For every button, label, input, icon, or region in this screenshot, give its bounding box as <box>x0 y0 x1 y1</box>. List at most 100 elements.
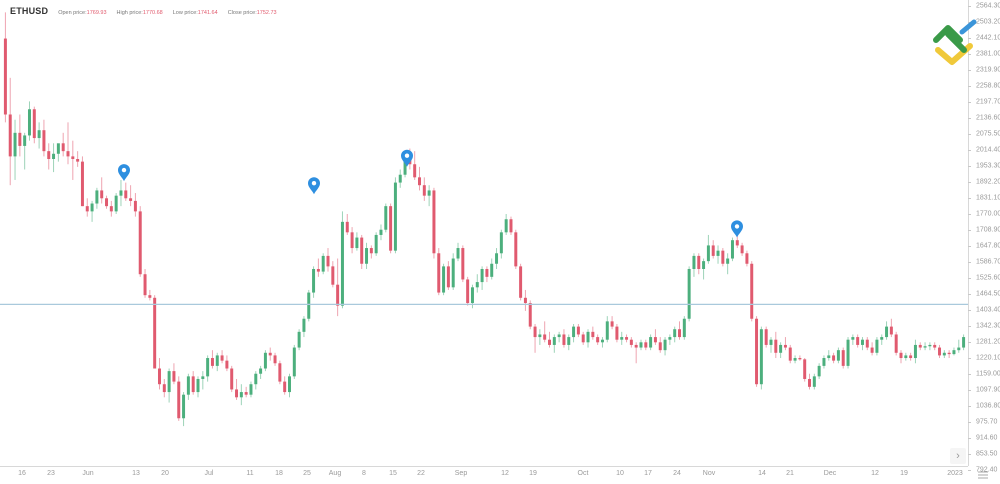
candle <box>287 373 291 398</box>
candle <box>673 326 677 343</box>
candle <box>148 289 152 301</box>
candle <box>909 352 913 361</box>
candle <box>596 334 600 345</box>
candle <box>783 337 787 351</box>
candle <box>379 224 383 241</box>
candle <box>957 339 961 353</box>
y-tick <box>968 374 971 375</box>
x-tick-label: 16 <box>18 470 26 477</box>
chart-header: ETHUSD Open price:1769.93 High price:177… <box>10 6 277 16</box>
y-tick-label: 1159.00 <box>976 370 1000 378</box>
candle <box>432 187 436 259</box>
candle <box>442 263 446 296</box>
candle <box>692 253 696 277</box>
y-tick <box>968 230 971 231</box>
symbol-name: ETHUSD <box>10 6 49 16</box>
candle <box>85 198 89 217</box>
y-tick-label: 2014.40 <box>976 146 1000 154</box>
scroll-right-button[interactable]: › <box>950 448 966 464</box>
candle <box>625 334 629 343</box>
candle <box>572 323 576 343</box>
x-tick-label: 20 <box>161 470 169 477</box>
candlestick-plot[interactable] <box>0 0 968 466</box>
candle <box>365 242 369 269</box>
candle <box>586 329 590 348</box>
candle <box>278 360 282 385</box>
candle <box>254 371 258 390</box>
x-tick-label: 10 <box>616 470 624 477</box>
candle <box>913 339 917 364</box>
y-tick <box>968 358 971 359</box>
candle <box>157 358 161 390</box>
candle <box>928 342 932 351</box>
y-tick <box>968 470 971 471</box>
x-tick-label: 14 <box>758 470 766 477</box>
x-tick-label: 8 <box>362 470 366 477</box>
map-pin-marker-icon[interactable] <box>308 177 320 195</box>
map-pin-marker-icon[interactable] <box>401 149 413 167</box>
map-pin-marker-icon[interactable] <box>118 164 130 182</box>
y-tick-label: 1036.80 <box>976 402 1000 410</box>
close-price-label: Close price: <box>227 10 257 16</box>
candle <box>605 316 609 343</box>
candle <box>567 334 571 351</box>
x-tick-label: 25 <box>303 470 311 477</box>
candle <box>239 384 243 406</box>
y-tick <box>968 262 971 263</box>
candle <box>273 352 277 366</box>
candle <box>947 350 951 359</box>
map-pin-marker-icon[interactable] <box>731 220 743 238</box>
candle <box>201 371 205 390</box>
candle <box>716 245 720 264</box>
y-tick <box>968 406 971 407</box>
candle <box>360 234 364 269</box>
candle <box>297 329 301 351</box>
candle <box>249 381 253 398</box>
time-axis[interactable]: 16 23 Jun 13 20 Jul 11 18 25 Aug 8 15 22 Sep 12 19 Oct 10… <box>0 466 968 484</box>
y-tick-label: 1831.10 <box>976 194 1000 202</box>
y-tick <box>968 198 971 199</box>
price-axis[interactable]: 2564.30 2503.20 2442.10 2381.00 2319.90 2258.… <box>968 0 1000 474</box>
candle <box>735 234 739 249</box>
candle <box>952 347 956 356</box>
candle <box>210 350 214 369</box>
candle <box>167 368 171 403</box>
y-tick <box>968 118 971 119</box>
axis-settings-icon[interactable] <box>976 469 990 481</box>
y-tick <box>968 294 971 295</box>
candle <box>827 350 831 361</box>
candle <box>552 334 556 353</box>
candle <box>885 321 889 340</box>
candle <box>832 352 836 364</box>
candle <box>196 376 200 398</box>
candle <box>755 316 759 387</box>
high-price-label: High price: <box>116 10 143 16</box>
candle <box>938 344 942 359</box>
candle <box>124 182 128 201</box>
candle <box>61 132 65 157</box>
candle <box>663 337 667 356</box>
candle <box>235 378 239 400</box>
candle <box>581 331 585 345</box>
candle <box>880 334 884 345</box>
candle <box>504 214 508 235</box>
y-tick-label: 914.60 <box>976 434 998 442</box>
candle <box>798 355 802 361</box>
y-tick-label: 1281.20 <box>976 338 1000 346</box>
candle <box>220 350 224 364</box>
candle <box>326 248 330 272</box>
x-tick-label: 2023 <box>947 470 963 477</box>
y-tick-label: 2442.10 <box>976 34 1000 42</box>
candle <box>119 179 123 207</box>
y-tick <box>968 166 971 167</box>
y-tick-label: 1647.80 <box>976 242 1000 250</box>
y-tick-label: 1464.50 <box>976 290 1000 298</box>
candle <box>860 337 864 351</box>
candle <box>711 240 715 259</box>
candle <box>398 169 402 188</box>
candle <box>678 321 682 340</box>
y-tick <box>968 422 971 423</box>
candle <box>42 119 46 157</box>
y-tick-label: 1770.00 <box>976 210 1000 218</box>
x-tick-label: 18 <box>275 470 283 477</box>
